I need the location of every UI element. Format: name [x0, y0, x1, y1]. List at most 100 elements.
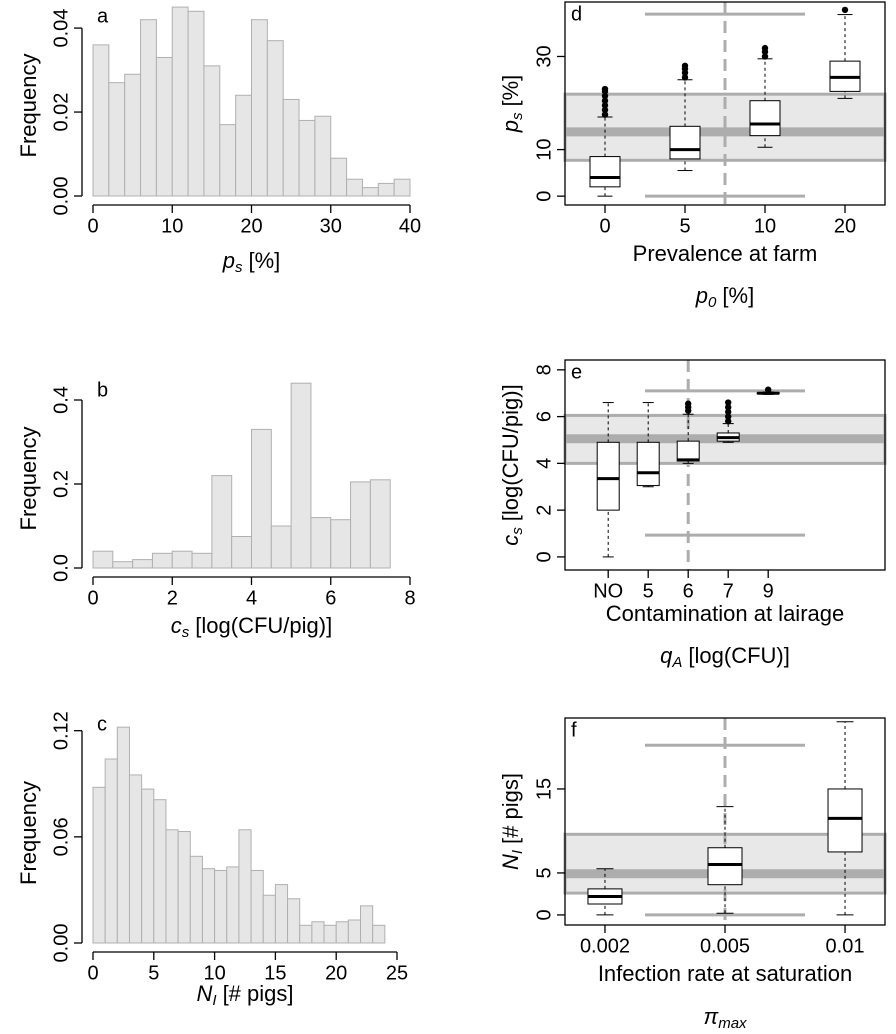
symbol: π	[703, 1004, 719, 1029]
bar	[369, 479, 391, 569]
outlier	[601, 85, 609, 93]
bar	[214, 869, 228, 944]
bar	[262, 894, 276, 944]
x-axis-subtitle: p0 [%]	[695, 283, 754, 311]
bar	[211, 475, 233, 569]
plot-frame	[564, 1, 886, 206]
y-tick-label: 0	[533, 551, 555, 562]
bar	[177, 831, 191, 944]
box	[827, 788, 863, 853]
x-tick-label: 10	[161, 215, 183, 237]
x-axis-title: Prevalence at farm	[633, 241, 818, 266]
y-tick-label: 6	[533, 411, 555, 422]
unit: [# pigs]	[223, 981, 294, 1006]
symbol: p	[498, 120, 523, 133]
x-tick-label: 10	[203, 962, 225, 984]
bar	[235, 94, 252, 197]
outlier	[725, 408, 732, 416]
subscript: 0	[708, 294, 717, 311]
y-tick-label: 0.2	[50, 470, 72, 498]
x-tick-label: 20	[325, 962, 347, 984]
symbol: N	[498, 854, 523, 870]
y-tick-label: 8	[533, 364, 555, 375]
x-tick-label: 40	[399, 215, 421, 237]
y-tick-label: 10	[533, 138, 555, 160]
bar	[290, 382, 312, 569]
unit: [%]	[498, 75, 523, 107]
bar	[92, 44, 110, 197]
panel-label: c	[97, 713, 107, 735]
bar	[219, 124, 237, 197]
bar	[330, 157, 348, 197]
y-tick-label: 0.0	[50, 554, 72, 582]
x-tick-label: 20	[834, 215, 856, 237]
y-tick-label: 4	[533, 458, 555, 469]
y-axis-title: ps [%]	[498, 75, 526, 134]
bar	[323, 924, 337, 944]
outlier	[725, 418, 732, 425]
x-tick-label: 0.002	[580, 935, 630, 957]
y-axis-title: Frequency	[16, 781, 41, 885]
bar	[226, 866, 240, 944]
bar	[141, 788, 155, 944]
bar	[270, 525, 292, 569]
bar	[155, 56, 173, 197]
y-tick-label: 0.02	[50, 93, 72, 132]
bar	[171, 6, 189, 197]
x-tick-label: 5	[148, 962, 159, 984]
panel-label: d	[571, 3, 582, 25]
y-tick-label: 2	[533, 505, 555, 516]
outlier	[841, 6, 849, 14]
y-axis-title: Frequency	[16, 54, 41, 158]
box	[669, 125, 701, 160]
unit: [# pigs]	[498, 773, 523, 844]
outlier	[761, 53, 769, 60]
x-tick-label: 9	[763, 580, 774, 602]
bar	[347, 919, 362, 944]
outlier	[761, 44, 769, 52]
bar	[282, 98, 300, 197]
x-tick-label: NO	[593, 580, 623, 602]
bar	[298, 119, 316, 197]
bar	[274, 884, 289, 944]
bar	[346, 178, 363, 197]
y-tick-label: 0.00	[50, 177, 72, 216]
outlier	[601, 92, 609, 100]
x-tick-label: 0	[87, 587, 98, 609]
y-tick-label: 15	[533, 778, 555, 800]
bar	[203, 65, 221, 197]
bar	[151, 552, 173, 569]
subscript: I	[212, 992, 216, 1009]
y-tick-label: 0	[533, 909, 555, 920]
y-tick-label: 5	[533, 867, 555, 878]
bar	[104, 758, 118, 944]
bar	[360, 905, 374, 944]
y-tick-label: 0.12	[50, 711, 72, 750]
x-axis-title: Infection rate at saturation	[598, 961, 852, 986]
outlier	[681, 62, 689, 69]
subscript: A	[671, 654, 682, 671]
unit: [log(CFU/pig)]	[195, 613, 332, 638]
unit: [log(CFU)]	[688, 643, 789, 668]
x-tick-label: 8	[404, 587, 415, 609]
y-tick-label: 0.06	[50, 817, 72, 856]
y-tick-label: 0	[533, 191, 555, 202]
x-tick-label: 5	[643, 580, 654, 602]
bar	[314, 115, 332, 197]
box	[707, 847, 743, 886]
bar	[335, 921, 349, 944]
bar	[251, 428, 272, 569]
bar	[201, 868, 216, 944]
x-tick-label: 7	[723, 580, 734, 602]
bar	[92, 786, 106, 944]
panel-label: b	[97, 379, 108, 401]
outlier	[725, 404, 732, 411]
y-axis-title: Frequency	[16, 427, 41, 531]
bar	[165, 829, 179, 944]
box	[596, 441, 620, 511]
x-axis-title: cs [log(CFU/pig)]	[171, 613, 332, 641]
symbol: q	[660, 643, 673, 668]
subscript: s	[509, 112, 526, 120]
plot-frame	[564, 359, 886, 571]
subscript: s	[182, 624, 190, 641]
